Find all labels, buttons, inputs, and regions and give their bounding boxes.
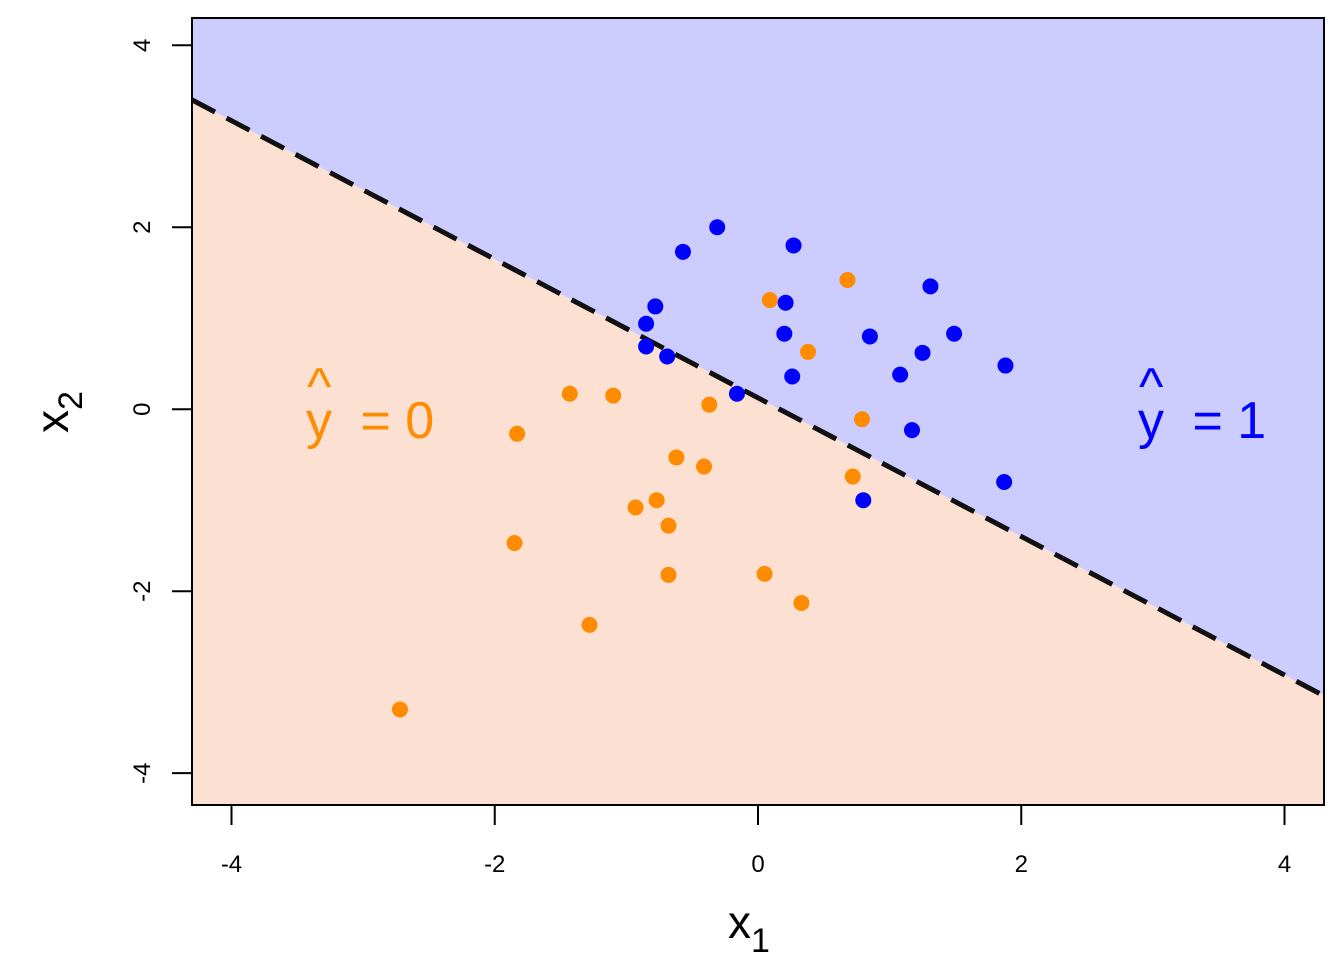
y-tick-label: 2	[129, 221, 156, 234]
y-axis-title-main: x	[26, 410, 78, 433]
region-class-0	[192, 99, 1324, 805]
point-class-0	[800, 343, 817, 360]
point-class-1	[784, 368, 801, 385]
region-label-class-0-hat: ^	[307, 358, 332, 416]
point-class-0	[761, 292, 778, 309]
x-tick-label: 0	[751, 851, 764, 878]
point-class-1	[997, 357, 1014, 374]
region-label-class-1-rest: = 1	[1178, 392, 1266, 450]
y-axis-title: x2	[26, 391, 90, 433]
point-class-0	[391, 701, 408, 718]
point-class-1	[728, 385, 745, 402]
x-axis-title-subscript: 1	[751, 922, 770, 960]
point-class-0	[605, 387, 622, 404]
point-class-1	[855, 492, 872, 509]
region-label-class-1-hat: ^	[1139, 358, 1164, 416]
point-class-0	[648, 492, 665, 509]
region-label-class-0-rest: = 0	[346, 392, 434, 450]
region-class-1	[192, 18, 1324, 696]
point-class-0	[660, 517, 677, 534]
x-tick-label: 2	[1015, 851, 1028, 878]
point-class-1	[861, 328, 878, 345]
x-tick-label: -2	[484, 851, 505, 878]
point-class-0	[839, 272, 856, 289]
y-tick-label: 4	[129, 39, 156, 52]
point-class-1	[914, 344, 931, 361]
point-class-1	[638, 315, 655, 332]
point-class-0	[668, 449, 685, 466]
region-label-class-0-var: y	[306, 392, 332, 450]
x-axis-title: x1	[728, 896, 770, 960]
point-class-0	[701, 396, 718, 413]
point-class-1	[904, 422, 921, 439]
point-class-0	[853, 411, 870, 428]
point-class-1	[647, 298, 664, 315]
point-class-1	[674, 243, 691, 260]
point-class-0	[561, 385, 578, 402]
point-class-1	[709, 219, 726, 236]
point-class-1	[659, 348, 676, 365]
x-axis: -4 -2 0 2 4	[221, 805, 1291, 878]
point-class-0	[660, 566, 677, 583]
point-class-1	[777, 294, 794, 311]
point-class-0	[793, 595, 810, 612]
point-class-0	[844, 468, 861, 485]
point-class-0	[509, 425, 526, 442]
x-tick-label: -4	[221, 851, 242, 878]
point-class-0	[627, 499, 644, 516]
point-class-1	[892, 366, 909, 383]
point-class-1	[785, 237, 802, 254]
y-axis-title-subscript: 2	[52, 391, 90, 410]
point-class-1	[922, 278, 939, 295]
data-points	[391, 219, 1014, 718]
point-class-0	[581, 616, 598, 633]
point-class-0	[696, 458, 713, 475]
region-label-class-1-var: y	[1138, 392, 1164, 450]
point-class-0	[506, 534, 523, 551]
point-class-1	[996, 474, 1013, 491]
region-label-class-1: y = 1	[1138, 392, 1266, 450]
y-tick-label: -4	[129, 762, 156, 783]
y-tick-label: -2	[129, 581, 156, 602]
point-class-0	[756, 565, 773, 582]
region-label-class-0: y = 0	[306, 392, 434, 450]
point-class-1	[946, 325, 963, 342]
y-axis: -4 -2 0 2 4	[129, 39, 192, 784]
point-class-1	[776, 325, 793, 342]
x-tick-label: 4	[1278, 851, 1291, 878]
x-axis-title-main: x	[728, 896, 751, 948]
decision-boundary-line	[192, 97, 1324, 699]
point-class-1	[638, 338, 655, 355]
y-tick-label: 0	[129, 403, 156, 416]
